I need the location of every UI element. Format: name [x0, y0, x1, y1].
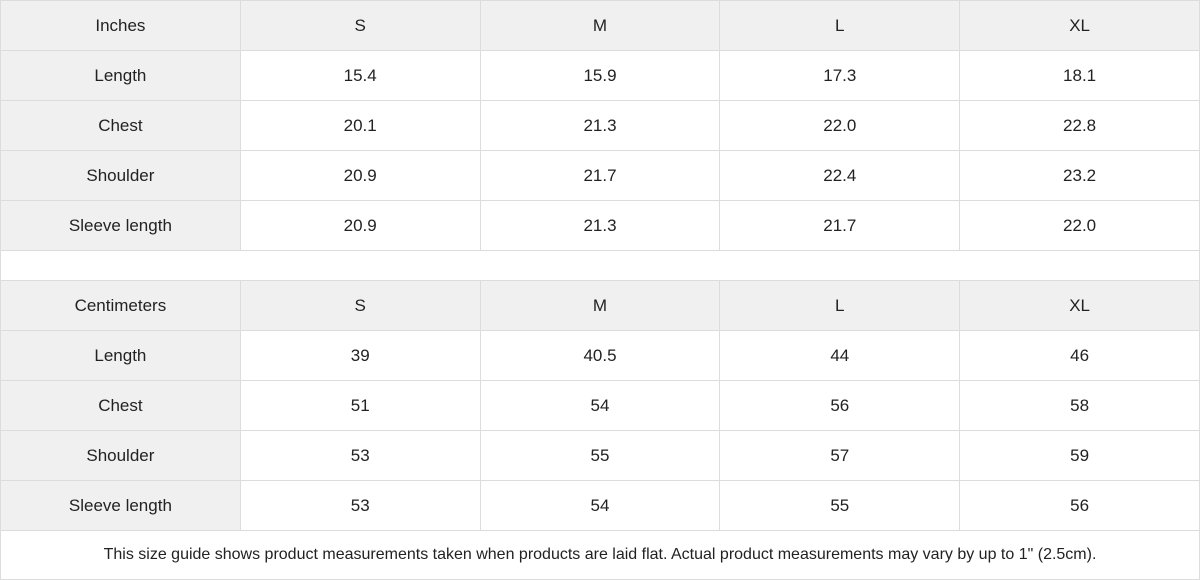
table-row: Sleeve length 53 54 55 56 — [0, 480, 1200, 531]
measurement-label: Chest — [0, 100, 241, 151]
header-row: Inches S M L XL — [0, 0, 1200, 51]
table-row: Chest 20.1 21.3 22.0 22.8 — [0, 100, 1200, 151]
measurement-value: 58 — [959, 380, 1200, 431]
measurement-value: 54 — [479, 480, 721, 531]
measurement-value: 57 — [719, 430, 961, 481]
table-row: Shoulder 53 55 57 59 — [0, 430, 1200, 481]
size-header: S — [239, 0, 481, 51]
measurement-value: 53 — [239, 430, 481, 481]
measurement-label: Sleeve length — [0, 200, 241, 251]
table-row: Length 39 40.5 44 46 — [0, 330, 1200, 381]
measurement-value: 20.1 — [239, 100, 481, 151]
measurement-value: 22.4 — [719, 150, 961, 201]
unit-header: Inches — [0, 0, 241, 51]
measurement-value: 15.4 — [239, 50, 481, 101]
table-row: Chest 51 54 56 58 — [0, 380, 1200, 431]
size-header: XL — [959, 280, 1200, 331]
measurement-value: 39 — [239, 330, 481, 381]
measurement-value: 21.3 — [479, 200, 721, 251]
measurement-value: 56 — [719, 380, 961, 431]
measurement-label: Chest — [0, 380, 241, 431]
measurement-label: Shoulder — [0, 430, 241, 481]
size-header: L — [719, 280, 961, 331]
measurement-value: 55 — [479, 430, 721, 481]
measurement-label: Shoulder — [0, 150, 241, 201]
unit-header: Centimeters — [0, 280, 241, 331]
measurement-value: 21.3 — [479, 100, 721, 151]
size-header: S — [239, 280, 481, 331]
measurement-value: 55 — [719, 480, 961, 531]
measurement-value: 22.0 — [719, 100, 961, 151]
measurement-label: Sleeve length — [0, 480, 241, 531]
measurement-value: 53 — [239, 480, 481, 531]
measurement-value: 46 — [959, 330, 1200, 381]
table-spacer — [0, 251, 1200, 280]
measurement-value: 18.1 — [959, 50, 1200, 101]
table-row: Shoulder 20.9 21.7 22.4 23.2 — [0, 150, 1200, 201]
measurement-value: 40.5 — [479, 330, 721, 381]
measurement-value: 44 — [719, 330, 961, 381]
measurement-value: 23.2 — [959, 150, 1200, 201]
measurement-value: 22.0 — [959, 200, 1200, 251]
table-row: Sleeve length 20.9 21.3 21.7 22.0 — [0, 200, 1200, 251]
size-guide-note: This size guide shows product measuremen… — [0, 531, 1200, 580]
measurement-value: 15.9 — [479, 50, 721, 101]
measurement-value: 51 — [239, 380, 481, 431]
header-row: Centimeters S M L XL — [0, 280, 1200, 331]
centimeters-size-table: Centimeters S M L XL Length 39 40.5 44 46 Chest 51 5… — [0, 280, 1200, 531]
measurement-value: 54 — [479, 380, 721, 431]
measurement-label: Length — [0, 330, 241, 381]
measurement-label: Length — [0, 50, 241, 101]
measurement-value: 21.7 — [479, 150, 721, 201]
measurement-value: 59 — [959, 430, 1200, 481]
measurement-value: 56 — [959, 480, 1200, 531]
measurement-value: 20.9 — [239, 150, 481, 201]
size-header: M — [479, 0, 721, 51]
size-header: XL — [959, 0, 1200, 51]
measurement-value: 22.8 — [959, 100, 1200, 151]
measurement-value: 20.9 — [239, 200, 481, 251]
size-header: M — [479, 280, 721, 331]
size-header: L — [719, 0, 961, 51]
measurement-value: 21.7 — [719, 200, 961, 251]
table-row: Length 15.4 15.9 17.3 18.1 — [0, 50, 1200, 101]
inches-size-table: Inches S M L XL Length 15.4 15.9 17.3 18.1 Chest 20… — [0, 0, 1200, 251]
measurement-value: 17.3 — [719, 50, 961, 101]
